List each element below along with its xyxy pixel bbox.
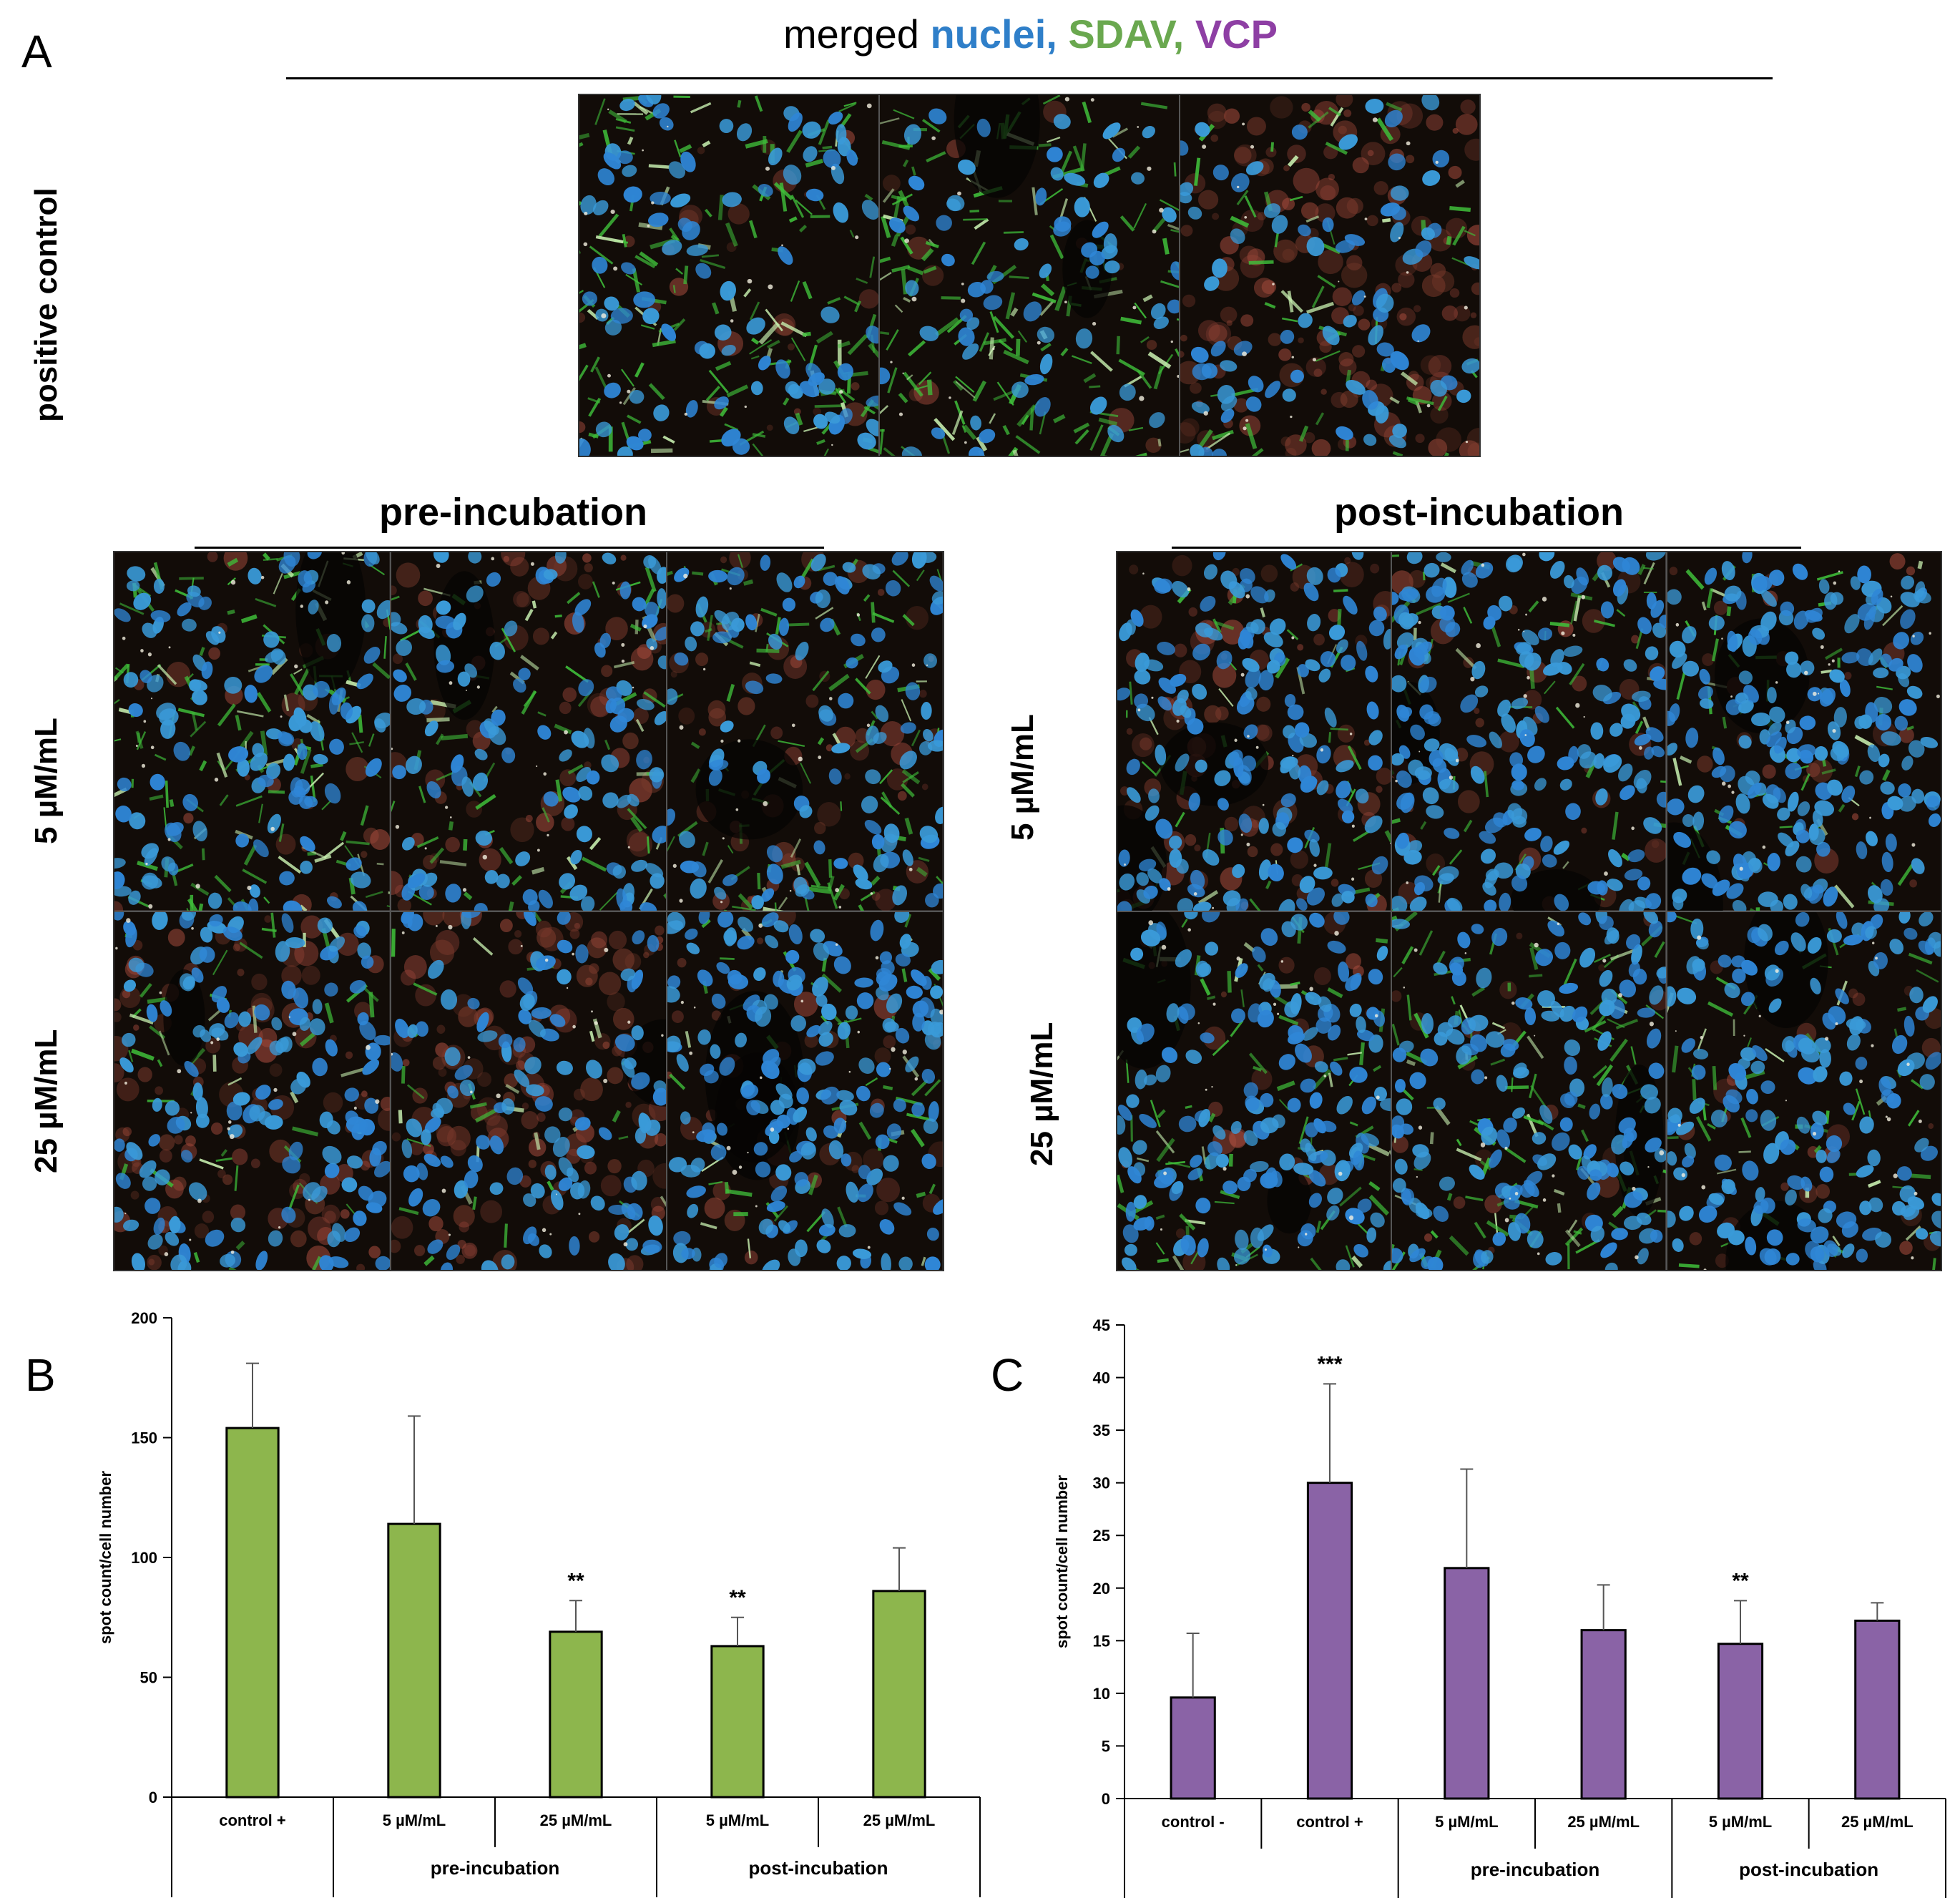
row-label-5-post: 5 µM/mL xyxy=(1005,714,1040,841)
category-label: control + xyxy=(219,1811,286,1829)
figure-title: merged nuclei, SDAV, VCP xyxy=(783,11,1278,57)
y-tick-label: 0 xyxy=(149,1789,157,1806)
y-tick-label: 0 xyxy=(1102,1790,1110,1808)
y-tick-label: 25 xyxy=(1093,1527,1110,1545)
micrograph-tile xyxy=(391,552,667,911)
title-sdav: SDAV, xyxy=(1068,11,1185,57)
group-label: post-incubation xyxy=(1739,1859,1878,1880)
category-label: 5 µM/mL xyxy=(1709,1813,1772,1831)
y-tick-label: 5 xyxy=(1102,1737,1110,1755)
micrograph-tile xyxy=(579,95,878,456)
y-tick-label: 10 xyxy=(1093,1685,1110,1703)
significance-label: ** xyxy=(729,1586,746,1610)
post-incubation-image-grid xyxy=(1116,551,1942,1271)
title-rule xyxy=(286,77,1773,79)
bar xyxy=(872,1590,926,1799)
pre-incubation-image-grid xyxy=(113,551,944,1271)
chart-c-bar-chart: 0 5 10 15 20 25 30 35 40 45 spot count/cell number… xyxy=(1053,1316,1946,1898)
micrograph-tile xyxy=(1392,911,1666,1270)
post-incubation-rule xyxy=(1172,547,1801,549)
bar xyxy=(1854,1619,1901,1800)
y-tick-label: 50 xyxy=(140,1669,157,1687)
y-tick-label: 20 xyxy=(1093,1580,1110,1598)
bar xyxy=(1306,1482,1353,1800)
y-axis-label: spot count/cell number xyxy=(97,1471,114,1644)
micrograph-tile xyxy=(114,911,390,1270)
bar xyxy=(710,1645,765,1799)
micrograph-tile xyxy=(1180,95,1479,456)
pre-incubation-rule xyxy=(195,547,824,549)
bar xyxy=(1717,1643,1764,1800)
y-tick-label: 45 xyxy=(1093,1316,1110,1334)
y-tick-label: 100 xyxy=(131,1549,157,1567)
significance-label: ** xyxy=(567,1569,584,1593)
title-merged: merged xyxy=(783,11,919,57)
title-nuclei: nuclei, xyxy=(930,11,1057,57)
micrograph-tile xyxy=(1392,552,1666,911)
bar xyxy=(1170,1696,1216,1800)
y-axis-label: spot count/cell number xyxy=(1053,1475,1071,1648)
y-tick-label: 150 xyxy=(131,1429,157,1447)
micrograph-tile xyxy=(667,911,943,1270)
row-label-5-pre: 5 µM/mL xyxy=(29,718,64,844)
micrograph-tile xyxy=(667,552,943,911)
significance-label: ** xyxy=(1732,1569,1749,1593)
row-label-25-pre: 25 µM/mL xyxy=(29,1029,64,1173)
bar xyxy=(549,1630,603,1799)
bar xyxy=(387,1522,441,1799)
y-tick-label: 30 xyxy=(1093,1474,1110,1492)
y-tick-label: 40 xyxy=(1093,1369,1110,1387)
row-label-25-post: 25 µM/mL xyxy=(1024,1022,1059,1166)
group-header-post-incubation: post-incubation xyxy=(1334,491,1624,534)
significance-label: *** xyxy=(1317,1352,1342,1376)
bar xyxy=(1444,1567,1490,1800)
group-label: pre-incubation xyxy=(431,1857,560,1879)
bar xyxy=(1580,1629,1627,1800)
micrograph-tile xyxy=(1667,552,1941,911)
title-vcp: VCP xyxy=(1195,11,1278,57)
category-label: 5 µM/mL xyxy=(1435,1813,1498,1831)
positive-control-image-strip xyxy=(578,94,1481,457)
panel-letter-c: C xyxy=(991,1349,1024,1401)
bar xyxy=(225,1427,280,1799)
category-label: control - xyxy=(1162,1813,1225,1831)
micrograph-tile xyxy=(1667,911,1941,1270)
group-label: pre-incubation xyxy=(1471,1859,1600,1880)
y-tick-label: 35 xyxy=(1093,1422,1110,1439)
category-label: 5 µM/mL xyxy=(706,1811,769,1829)
panel-letter-a: A xyxy=(21,26,52,77)
category-label: 25 µM/mL xyxy=(863,1811,936,1829)
micrograph-tile xyxy=(391,911,667,1270)
micrograph-tile xyxy=(1117,552,1391,911)
micrograph-tile xyxy=(880,95,1179,456)
category-label: control + xyxy=(1296,1813,1363,1831)
y-tick-label: 200 xyxy=(131,1309,157,1327)
row-label-positive-control: positive control xyxy=(29,187,64,422)
category-label: 5 µM/mL xyxy=(383,1811,446,1829)
category-label: 25 µM/mL xyxy=(1567,1813,1640,1831)
panel-letter-b: B xyxy=(25,1349,56,1401)
y-tick-label: 15 xyxy=(1093,1632,1110,1650)
micrograph-tile xyxy=(1117,911,1391,1270)
category-label: 25 µM/mL xyxy=(1841,1813,1914,1831)
category-label: 25 µM/mL xyxy=(540,1811,612,1829)
group-label: post-incubation xyxy=(749,1857,888,1879)
group-header-pre-incubation: pre-incubation xyxy=(379,491,647,534)
micrograph-tile xyxy=(114,552,390,911)
chart-b-bar-chart: 0 50 100 150 200 spot count/cell number contro… xyxy=(97,1309,981,1897)
